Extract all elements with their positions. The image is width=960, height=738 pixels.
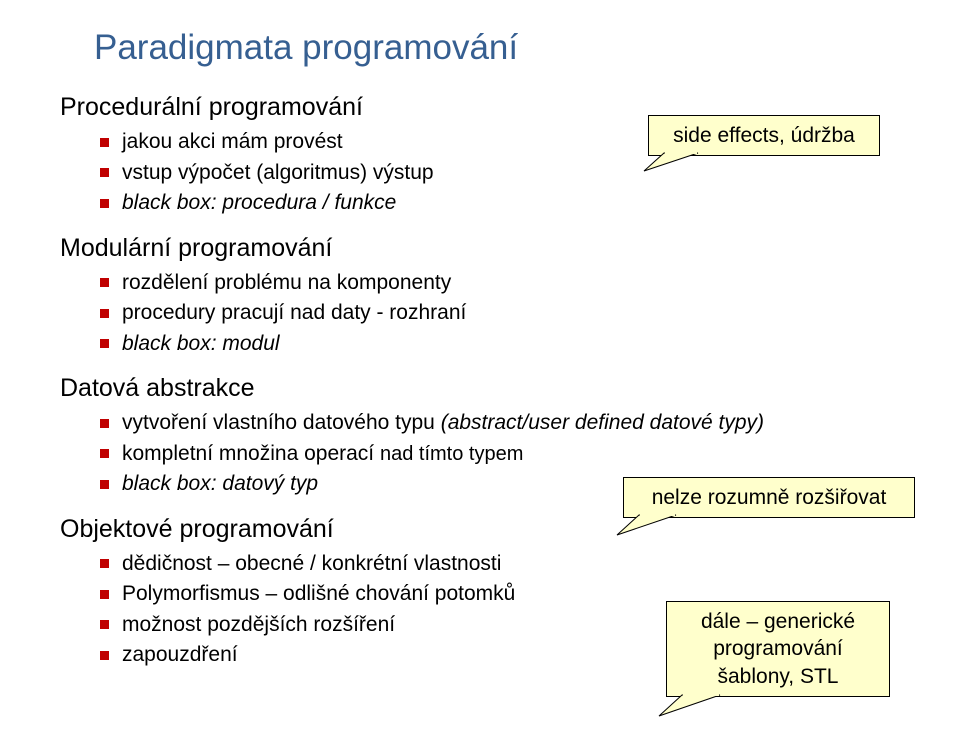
list-item: rozdělení problému na komponenty [100, 268, 916, 298]
callout-line: dále – generické [701, 610, 855, 633]
list-item: vytvoření vlastního datového typu (abstr… [100, 408, 916, 438]
list-item-prefix: kompletní množina operací [122, 442, 380, 465]
callout-dale-genericke: dále – generické programování šablony, S… [666, 601, 890, 697]
list-item-italic: (abstract/user defined datové typy) [441, 411, 764, 434]
list-item: vstup výpočet (algoritmus) výstup [100, 158, 916, 188]
list-item: black box: procedura / funkce [100, 188, 916, 218]
callout-side-effects: side effects, údržba [648, 115, 880, 156]
callout-nelze-rozsirovat: nelze rozumně rozšiřovat [623, 477, 915, 518]
callout-line: programování [713, 637, 843, 660]
list-item: dědičnost – obecné / konkrétní vlastnost… [100, 549, 916, 579]
section-head-modular: Modulární programování [60, 233, 916, 264]
section-head-dataabs: Datová abstrakce [60, 373, 916, 404]
list-item: kompletní množina operací nad tímto type… [100, 439, 916, 469]
list-item: procedury pracují nad daty - rozhraní [100, 298, 916, 328]
section-head-oop: Objektové programování [60, 514, 916, 545]
list-item-text: vytvoření vlastního datového typu [122, 411, 441, 434]
slide: Paradigmata programování Procedurální pr… [0, 0, 960, 738]
callout-line: šablony, STL [717, 665, 838, 688]
list-item-suffix-small: nad tímto typem [380, 443, 523, 465]
bullet-list-modular: rozdělení problému na komponenty procedu… [60, 268, 916, 359]
list-item: black box: modul [100, 329, 916, 359]
slide-title: Paradigmata programování [94, 28, 916, 68]
